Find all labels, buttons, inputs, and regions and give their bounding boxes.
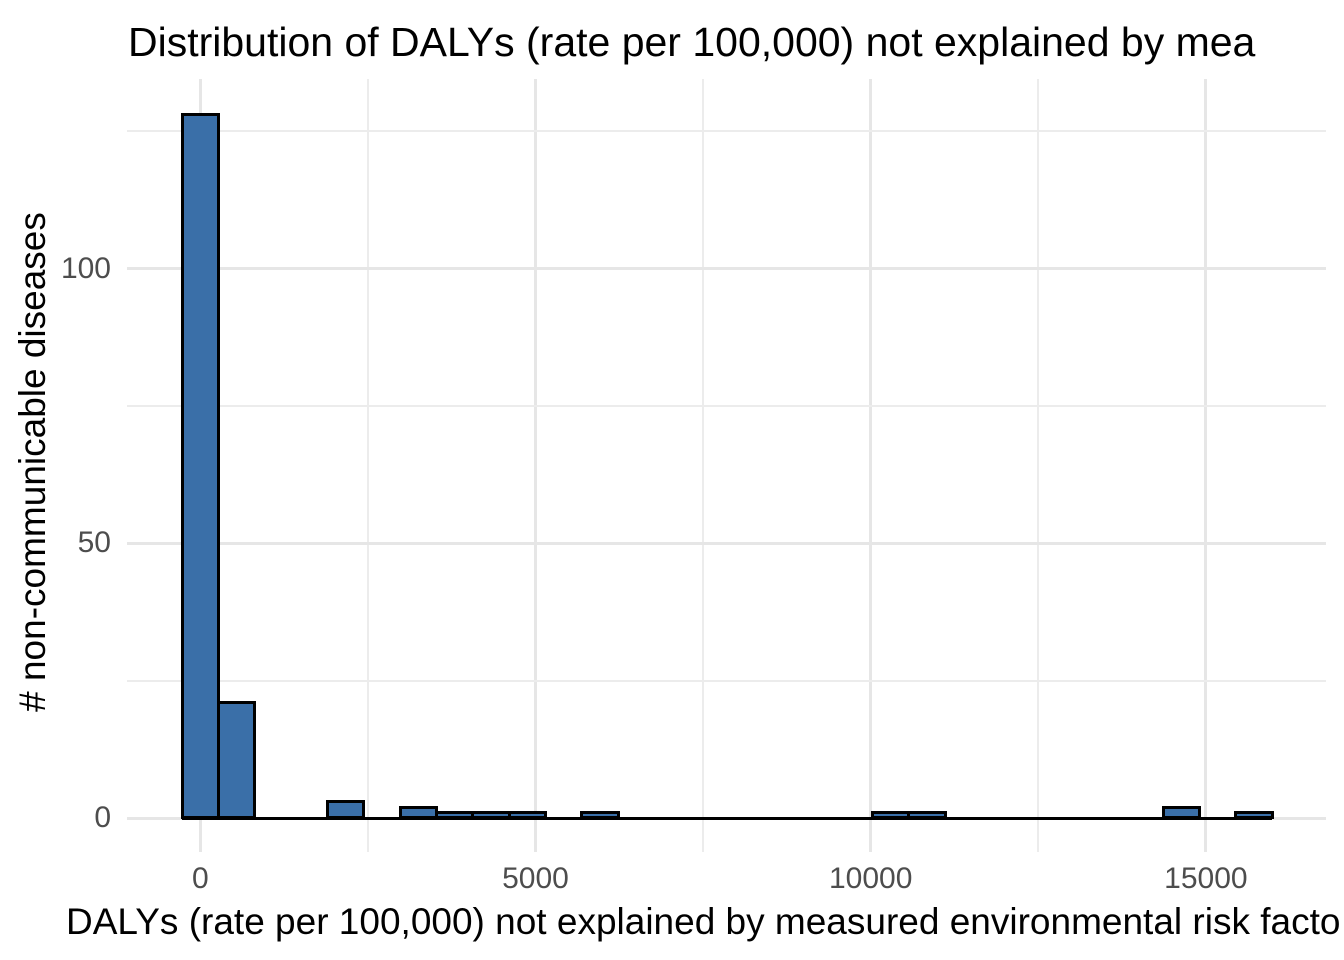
x-major-gridline (534, 79, 537, 852)
x-major-gridline (1204, 79, 1208, 852)
x-tick-label: 15000 (1164, 862, 1248, 895)
y-minor-gridline (127, 130, 1326, 133)
histogram-bar (507, 811, 547, 820)
histogram-bar (1161, 805, 1202, 820)
histogram-bar (580, 811, 620, 820)
x-major-gridline (869, 79, 873, 852)
y-tick-label: 100 (60, 251, 111, 285)
histogram-bar (180, 113, 220, 820)
histogram-bar (325, 800, 366, 820)
plot-title: Distribution of DALYs (rate per 100,000)… (128, 19, 1256, 65)
y-minor-gridline (127, 679, 1326, 682)
y-tick-label: 50 (77, 526, 111, 560)
x-tick-label: 10000 (828, 862, 913, 895)
x-minor-gridline (702, 79, 705, 852)
histogram-bar (907, 811, 947, 820)
y-major-gridline (127, 267, 1326, 271)
histogram-bar (216, 701, 257, 820)
y-tick-label: 0 (94, 801, 111, 834)
x-axis-title: DALYs (rate per 100,000) not explained b… (66, 901, 1341, 942)
x-minor-gridline (1037, 79, 1040, 852)
x-tick-label: 5000 (502, 862, 569, 895)
y-major-gridline (127, 541, 1326, 545)
zero-baseline (182, 816, 1273, 820)
x-minor-gridline (366, 79, 369, 852)
x-tick-label: 0 (191, 862, 209, 895)
y-minor-gridline (127, 404, 1326, 407)
histogram-bar (1234, 811, 1274, 820)
y-axis-title: # non-communicable diseases (12, 212, 53, 712)
